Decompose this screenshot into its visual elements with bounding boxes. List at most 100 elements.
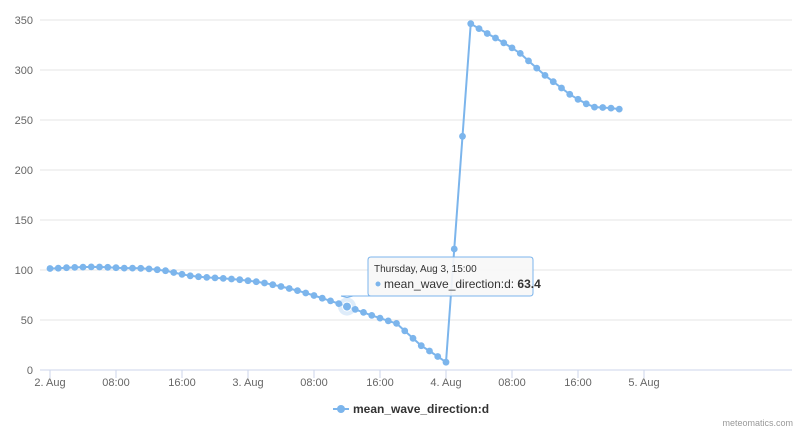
tooltip-series-line: mean_wave_direction:d: 63.4 <box>384 277 541 291</box>
legend-label[interactable]: mean_wave_direction:d <box>353 402 489 416</box>
data-point[interactable] <box>285 285 293 292</box>
data-point[interactable] <box>599 104 607 111</box>
data-point[interactable] <box>318 294 326 302</box>
tooltip-series-label: mean_wave_direction:d: <box>384 277 517 291</box>
data-point[interactable] <box>63 264 70 272</box>
y-tick-label: 200 <box>15 165 33 177</box>
tooltip-series-dot <box>375 281 381 287</box>
data-point[interactable] <box>541 72 549 79</box>
x-tick-label: 2. Aug <box>34 377 65 389</box>
data-point[interactable] <box>475 25 483 32</box>
data-point[interactable] <box>508 44 516 52</box>
x-tick-label: 08:00 <box>498 377 526 389</box>
data-point[interactable] <box>516 50 524 57</box>
series-line <box>49 22 620 364</box>
data-point[interactable] <box>244 277 252 285</box>
data-point[interactable] <box>549 78 557 86</box>
y-axis: 0 50 100 150 200 250 300 350 <box>15 15 33 377</box>
data-point[interactable] <box>269 281 277 289</box>
data-point[interactable] <box>120 264 128 272</box>
data-point[interactable] <box>261 279 268 287</box>
y-tick-label: 350 <box>15 15 33 27</box>
data-point[interactable] <box>236 276 244 284</box>
x-tick-label: 5. Aug <box>628 377 659 389</box>
data-point[interactable] <box>145 265 153 273</box>
data-point[interactable] <box>409 334 417 342</box>
data-point[interactable] <box>467 20 475 28</box>
data-point[interactable] <box>71 264 79 271</box>
data-point[interactable] <box>607 104 615 112</box>
data-point[interactable] <box>252 278 260 286</box>
x-tick-label: 16:00 <box>366 377 394 389</box>
data-point[interactable] <box>335 300 343 307</box>
data-point[interactable] <box>393 320 400 327</box>
y-tick-label: 250 <box>15 115 33 127</box>
data-point[interactable] <box>500 39 508 47</box>
data-point[interactable] <box>401 327 409 335</box>
data-point[interactable] <box>368 312 376 319</box>
tooltip: Thursday, Aug 3, 15:00 mean_wave_directi… <box>340 256 541 299</box>
data-point[interactable] <box>310 292 318 299</box>
data-point[interactable] <box>46 265 54 272</box>
legend-marker-symbol <box>337 405 345 413</box>
data-point[interactable] <box>79 263 87 271</box>
data-point[interactable] <box>351 306 359 313</box>
data-point[interactable] <box>112 264 120 272</box>
data-point[interactable] <box>558 84 565 92</box>
data-point[interactable] <box>582 100 590 108</box>
legend[interactable]: mean_wave_direction:d <box>333 402 489 416</box>
x-axis: 2. Aug 08:00 16:00 3. Aug 08:00 16:00 4. Aug 08… <box>34 369 792 389</box>
data-point[interactable] <box>137 264 145 272</box>
data-point[interactable] <box>162 267 169 275</box>
data-point[interactable] <box>533 64 541 72</box>
data-point[interactable] <box>442 358 450 366</box>
data-point[interactable] <box>211 274 219 282</box>
tooltip-date: Thursday, Aug 3, 15:00 <box>374 264 477 275</box>
data-point[interactable] <box>492 34 499 42</box>
y-tick-label: 150 <box>15 215 33 227</box>
data-point[interactable] <box>219 275 227 282</box>
y-tick-label: 300 <box>15 65 33 77</box>
data-point[interactable] <box>615 105 623 113</box>
data-point[interactable] <box>277 283 285 290</box>
data-point[interactable] <box>170 269 178 276</box>
credit-label[interactable]: meteomatics.com <box>722 418 793 428</box>
data-point[interactable] <box>459 132 466 140</box>
tooltip-box <box>340 256 534 299</box>
series-mean-wave-direction <box>46 20 623 366</box>
data-point[interactable] <box>228 275 235 283</box>
x-tick-label: 08:00 <box>102 377 130 389</box>
data-point[interactable] <box>129 264 136 272</box>
y-tick-label: 0 <box>27 365 33 377</box>
data-point[interactable] <box>566 90 574 98</box>
data-point[interactable] <box>376 314 384 322</box>
data-point[interactable] <box>54 264 62 272</box>
x-tick-label: 08:00 <box>300 377 328 389</box>
tooltip-value: 63.4 <box>517 277 541 291</box>
data-point[interactable] <box>87 263 95 271</box>
data-point[interactable] <box>450 245 458 253</box>
y-tick-label: 50 <box>21 315 33 327</box>
data-point[interactable] <box>327 297 334 305</box>
hover-point[interactable] <box>342 301 352 312</box>
data-point[interactable] <box>186 272 194 280</box>
data-point[interactable] <box>153 266 161 274</box>
data-point[interactable] <box>591 103 598 111</box>
data-point[interactable] <box>426 347 433 355</box>
x-tick-label: 16:00 <box>168 377 196 389</box>
data-point[interactable] <box>574 95 582 103</box>
data-point[interactable] <box>96 263 103 271</box>
data-point[interactable] <box>302 289 310 297</box>
data-point[interactable] <box>417 342 425 350</box>
data-point[interactable] <box>483 30 491 37</box>
data-point[interactable] <box>294 287 301 294</box>
data-point[interactable] <box>195 273 202 281</box>
data-point[interactable] <box>434 353 442 360</box>
data-point[interactable] <box>360 309 367 316</box>
data-point[interactable] <box>178 270 186 278</box>
data-point[interactable] <box>525 57 532 65</box>
x-tick-label: 3. Aug <box>232 377 263 389</box>
data-point[interactable] <box>384 317 392 325</box>
data-point[interactable] <box>104 263 112 271</box>
data-point[interactable] <box>203 274 211 281</box>
